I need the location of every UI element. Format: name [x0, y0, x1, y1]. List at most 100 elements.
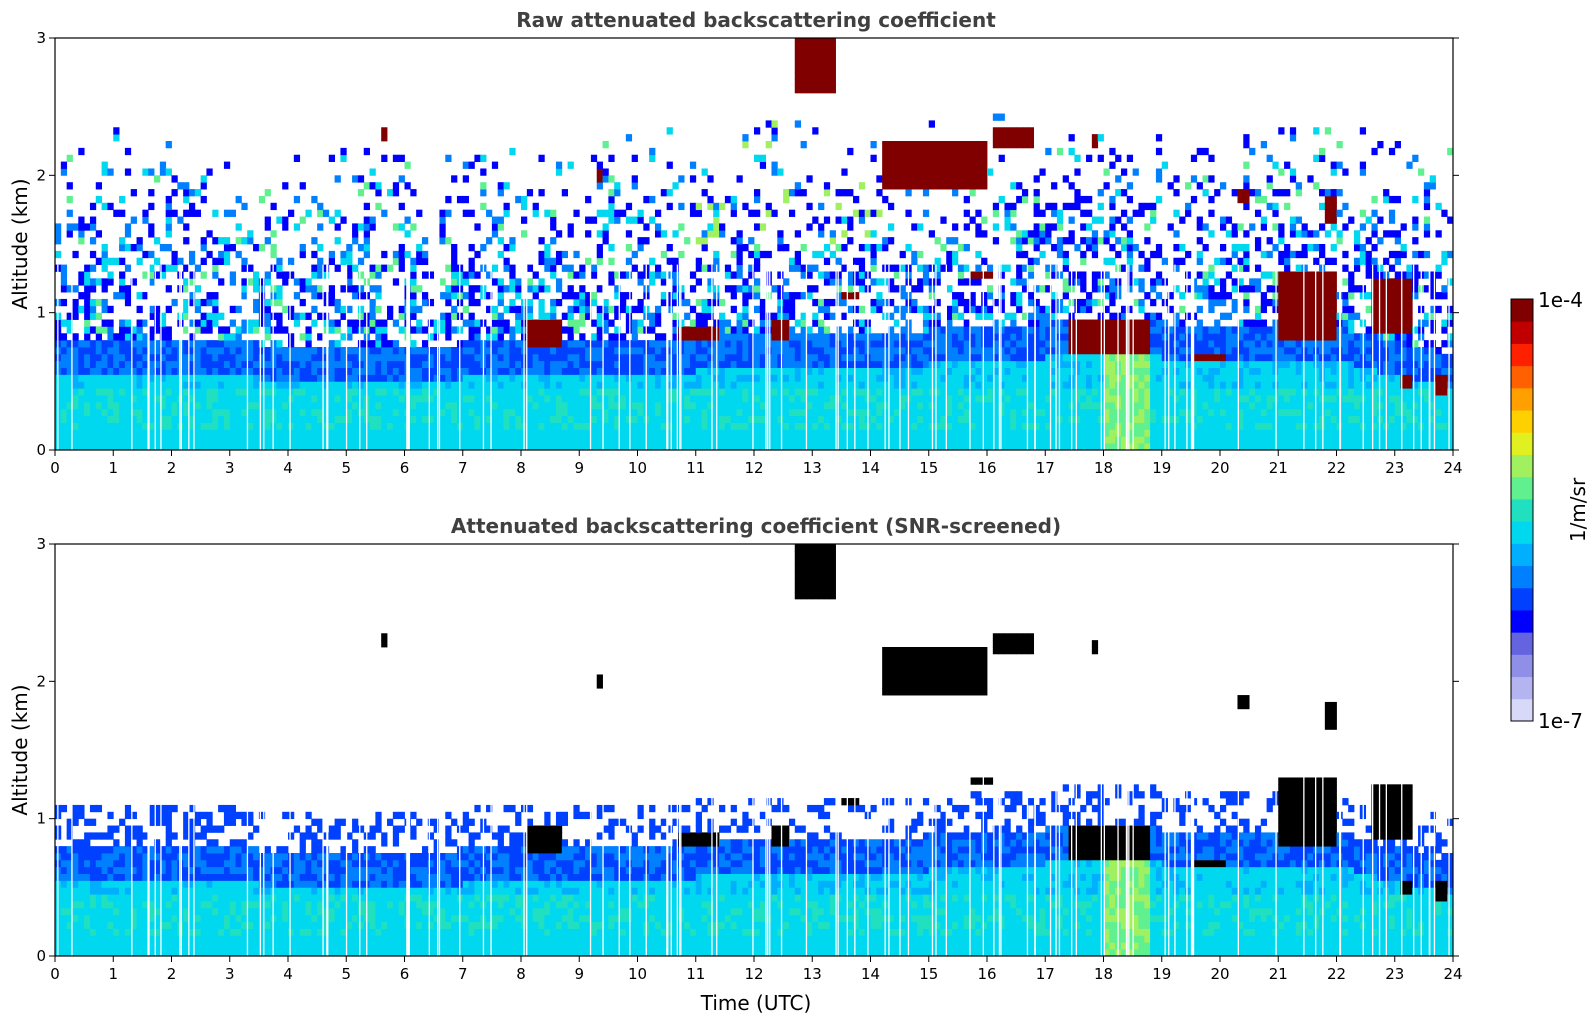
heatmap-cell [212, 368, 218, 375]
heatmap-cell [236, 340, 242, 347]
heatmap-cell [72, 223, 78, 230]
heatmap-cell [952, 333, 958, 340]
heatmap-cell [1080, 223, 1086, 230]
heatmap-cell [201, 340, 207, 347]
heatmap-cell [742, 388, 748, 395]
heatmap-cell [795, 409, 801, 416]
heatmap-cell [591, 388, 597, 395]
heatmap-cell [760, 333, 766, 340]
heatmap-cell [923, 162, 929, 169]
heatmap-cell [568, 313, 574, 320]
heatmap-cell [1109, 285, 1115, 292]
heatmap-cell [90, 368, 96, 375]
heatmap-cell [1109, 217, 1115, 224]
heatmap-cell [690, 429, 696, 436]
heatmap-cell [620, 333, 626, 340]
heatmap-cell [999, 114, 1005, 121]
heatmap-cell [1022, 230, 1028, 237]
heatmap-cell [422, 258, 428, 265]
heatmap-cell [737, 374, 743, 381]
heatmap-cell [894, 347, 900, 354]
heatmap-cell [236, 402, 242, 409]
heatmap-cell [236, 416, 242, 423]
heatmap-cell [801, 59, 807, 66]
heatmap-cell [1086, 374, 1092, 381]
heatmap-cell [556, 168, 562, 175]
heatmap-cell [241, 203, 247, 210]
heatmap-cell [597, 374, 603, 381]
heatmap-cell [474, 320, 480, 327]
heatmap-cell [754, 354, 760, 361]
heatmap-cell [731, 429, 737, 436]
heatmap-cell [678, 223, 684, 230]
heatmap-cell [515, 443, 521, 450]
heatmap-cell [113, 423, 119, 430]
heatmap-cell [608, 203, 614, 210]
heatmap-cell [1039, 223, 1045, 230]
heatmap-cell [999, 196, 1005, 203]
heatmap-cell [783, 347, 789, 354]
heatmap-cell [492, 402, 498, 409]
heatmap-cell [608, 374, 614, 381]
heatmap-cell [643, 223, 649, 230]
heatmap-cell [498, 182, 504, 189]
heatmap-cell [608, 381, 614, 388]
heatmap-cell [102, 285, 108, 292]
heatmap-cell [638, 436, 644, 443]
heatmap-cell [230, 320, 236, 327]
heatmap-cell [492, 416, 498, 423]
heatmap-cell [212, 237, 218, 244]
heatmap-cell [696, 258, 702, 265]
heatmap-cell [789, 313, 795, 320]
heatmap-cell [492, 381, 498, 388]
heatmap-cell [568, 333, 574, 340]
heatmap-cell [358, 443, 364, 450]
heatmap-cell [230, 278, 236, 285]
heatmap-cell [905, 210, 911, 217]
heatmap-cell [236, 409, 242, 416]
heatmap-cell [451, 388, 457, 395]
heatmap-cell [236, 436, 242, 443]
heatmap-cell [975, 168, 981, 175]
heatmap-cell [201, 388, 207, 395]
heatmap-cell [177, 258, 183, 265]
heatmap-cell [172, 354, 178, 361]
heatmap-cell [975, 148, 981, 155]
heatmap-cell [451, 265, 457, 272]
heatmap-cell [469, 292, 475, 299]
heatmap-cell [422, 326, 428, 333]
heatmap-cell [387, 361, 393, 368]
heatmap-cell [294, 313, 300, 320]
heatmap-cell [492, 340, 498, 347]
heatmap-cell [1051, 182, 1057, 189]
heatmap-cell [1104, 182, 1110, 189]
heatmap-cell [375, 285, 381, 292]
heatmap-cell [1086, 429, 1092, 436]
heatmap-cell [579, 347, 585, 354]
heatmap-cell [946, 251, 952, 258]
heatmap-cell [684, 402, 690, 409]
heatmap-cell [836, 258, 842, 265]
heatmap-cell [416, 443, 422, 450]
heatmap-cell [259, 244, 265, 251]
heatmap-cell [573, 374, 579, 381]
heatmap-cell [1004, 313, 1010, 320]
heatmap-cell [871, 155, 877, 162]
heatmap-cell [952, 148, 958, 155]
heatmap-cell [265, 436, 271, 443]
heatmap-cell [707, 306, 713, 313]
heatmap-cell [812, 395, 818, 402]
heatmap-cell [911, 285, 917, 292]
heatmap-cell [649, 326, 655, 333]
heatmap-cell [294, 416, 300, 423]
heatmap-cell [911, 381, 917, 388]
heatmap-cell [742, 374, 748, 381]
heatmap-cell [771, 381, 777, 388]
heatmap-cell [212, 409, 218, 416]
heatmap-cell [888, 155, 894, 162]
heatmap-cell [702, 230, 708, 237]
heatmap-cell [504, 210, 510, 217]
heatmap-cell [661, 443, 667, 450]
heatmap-cell [78, 388, 84, 395]
heatmap-cell [946, 402, 952, 409]
